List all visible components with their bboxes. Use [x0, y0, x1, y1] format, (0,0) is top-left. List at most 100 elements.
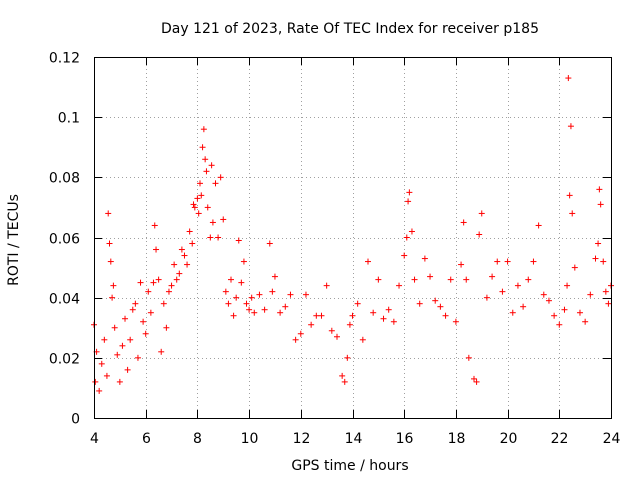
- data-point: [173, 276, 180, 283]
- data-point: [196, 180, 203, 187]
- data-point: [145, 288, 152, 295]
- data-point: [266, 240, 273, 247]
- data-point: [207, 234, 214, 241]
- data-point: [564, 282, 571, 289]
- data-point: [370, 309, 377, 316]
- data-points: [91, 75, 614, 394]
- data-point: [473, 378, 480, 385]
- data-point: [114, 351, 121, 358]
- data-point: [243, 300, 250, 307]
- data-point: [556, 321, 563, 328]
- y-tick-label: 0.12: [49, 51, 80, 67]
- data-point: [561, 306, 568, 313]
- data-point: [292, 336, 299, 343]
- data-point: [605, 300, 612, 307]
- y-tick-label: 0.02: [49, 352, 80, 368]
- data-point: [109, 294, 116, 301]
- data-point: [261, 306, 268, 313]
- data-point: [176, 270, 183, 277]
- data-point: [390, 318, 397, 325]
- data-point: [147, 309, 154, 316]
- data-point: [212, 180, 219, 187]
- data-point: [566, 192, 573, 199]
- y-tick-label: 0.06: [49, 232, 80, 248]
- data-point: [408, 228, 415, 235]
- data-point: [401, 252, 408, 259]
- data-point: [153, 246, 160, 253]
- data-point: [204, 204, 211, 211]
- data-point: [199, 144, 206, 151]
- data-point: [238, 279, 245, 286]
- data-point: [225, 300, 232, 307]
- data-point: [571, 264, 578, 271]
- x-axis-label: GPS time / hours: [291, 458, 408, 474]
- x-tick-label: 18: [448, 431, 466, 447]
- data-point: [540, 291, 547, 298]
- data-point: [98, 360, 105, 367]
- data-point: [168, 282, 175, 289]
- data-point: [416, 300, 423, 307]
- data-point: [127, 336, 134, 343]
- data-point: [452, 318, 459, 325]
- x-tick-label: 12: [293, 431, 311, 447]
- data-point: [323, 282, 330, 289]
- data-point: [470, 375, 477, 382]
- data-point: [116, 378, 123, 385]
- data-point: [525, 276, 532, 283]
- data-point: [344, 354, 351, 361]
- data-point: [96, 387, 103, 394]
- axis-ticks: [94, 57, 612, 419]
- data-point: [240, 258, 247, 265]
- data-point: [215, 234, 222, 241]
- data-point: [483, 294, 490, 301]
- data-point: [277, 309, 284, 316]
- data-point: [437, 303, 444, 310]
- data-point: [251, 309, 258, 316]
- data-point: [396, 282, 403, 289]
- data-point: [202, 156, 209, 163]
- data-point: [220, 216, 227, 223]
- data-point: [592, 255, 599, 262]
- data-point: [596, 186, 603, 193]
- data-point: [509, 309, 516, 316]
- data-point: [158, 348, 165, 355]
- data-point: [189, 240, 196, 247]
- data-point: [600, 258, 607, 265]
- data-point: [380, 315, 387, 322]
- data-point: [208, 162, 215, 169]
- x-tick-label: 4: [90, 431, 99, 447]
- data-point: [346, 321, 353, 328]
- data-point: [458, 261, 465, 268]
- data-point: [478, 210, 485, 217]
- data-point: [602, 288, 609, 295]
- x-tick-label: 16: [396, 431, 414, 447]
- data-point: [248, 294, 255, 301]
- data-point: [582, 318, 589, 325]
- data-point: [427, 273, 434, 280]
- data-point: [587, 291, 594, 298]
- y-tick-label: 0.04: [49, 292, 80, 308]
- data-point: [375, 276, 382, 283]
- data-point: [406, 189, 413, 196]
- data-point: [597, 201, 604, 208]
- data-point: [200, 126, 207, 133]
- data-point: [282, 303, 289, 310]
- data-point: [256, 291, 263, 298]
- data-point: [129, 306, 136, 313]
- data-point: [463, 276, 470, 283]
- data-point: [178, 246, 185, 253]
- data-point: [124, 366, 131, 373]
- data-point: [110, 282, 117, 289]
- data-point: [190, 201, 197, 208]
- data-point: [184, 261, 191, 268]
- data-point: [92, 378, 99, 385]
- x-tick-labels: 4 6 8 10 12 14 16 18 20 22 24: [90, 431, 620, 447]
- data-point: [203, 168, 210, 175]
- x-tick-label: 6: [142, 431, 151, 447]
- y-tick-label: 0.1: [58, 111, 80, 127]
- data-point: [530, 258, 537, 265]
- data-point: [595, 240, 602, 247]
- data-point: [421, 255, 428, 262]
- data-point: [191, 204, 198, 211]
